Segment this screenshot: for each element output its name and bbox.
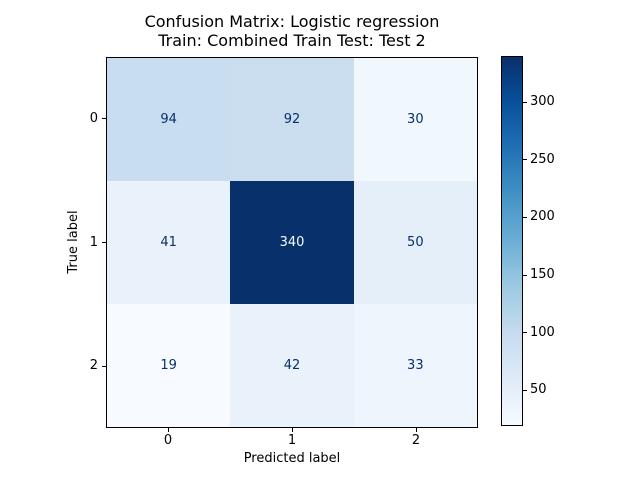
x-tick-mark-0 bbox=[167, 428, 169, 432]
chart-title-line1: Confusion Matrix: Logistic regression bbox=[144, 12, 440, 31]
matrix-cell-2-2: 33 bbox=[353, 304, 477, 427]
y-tick-label-0: 0 bbox=[89, 110, 98, 126]
x-axis-label: Predicted label bbox=[243, 451, 341, 466]
colorbar-tick-mark-200 bbox=[523, 216, 527, 218]
matrix-cell-2-1: 42 bbox=[230, 304, 354, 427]
colorbar-tick-mark-150 bbox=[523, 274, 527, 276]
colorbar-tick-label-300: 300 bbox=[530, 94, 555, 110]
x-tick-mark-1 bbox=[291, 428, 293, 432]
matrix-cell-1-0: 41 bbox=[107, 181, 231, 304]
colorbar-tick-mark-50 bbox=[523, 389, 527, 391]
plot-area: 94 92 30 41 340 50 19 42 33 bbox=[106, 57, 478, 428]
colorbar bbox=[501, 56, 523, 426]
y-tick-label-1: 1 bbox=[89, 234, 98, 250]
matrix-cell-0-2: 30 bbox=[353, 58, 477, 181]
colorbar-tick-label-200: 200 bbox=[530, 209, 555, 225]
chart-title: Confusion Matrix: Logistic regression Tr… bbox=[106, 12, 478, 50]
matrix-cell-2-0: 19 bbox=[107, 304, 231, 427]
x-tick-label-0: 0 bbox=[163, 433, 173, 448]
matrix-cell-0-0: 94 bbox=[107, 58, 231, 181]
chart-title-line2: Train: Combined Train Test: Test 2 bbox=[158, 31, 426, 50]
y-tick-mark-1 bbox=[102, 242, 106, 243]
colorbar-tick-label-50: 50 bbox=[530, 382, 547, 398]
x-tick-label-1: 1 bbox=[287, 433, 297, 448]
confusion-matrix-grid: 94 92 30 41 340 50 19 42 33 bbox=[107, 58, 477, 427]
y-tick-label-2: 2 bbox=[89, 358, 98, 374]
y-tick-mark-2 bbox=[102, 365, 106, 367]
x-tick-label-2: 2 bbox=[411, 433, 421, 448]
colorbar-tick-mark-300 bbox=[523, 101, 527, 103]
x-tick-mark-2 bbox=[415, 428, 417, 432]
y-tick-mark-0 bbox=[102, 118, 106, 120]
matrix-cell-1-2: 50 bbox=[353, 181, 477, 304]
colorbar-tick-mark-100 bbox=[523, 332, 527, 334]
matrix-cell-0-1: 92 bbox=[230, 58, 354, 181]
colorbar-tick-mark-250 bbox=[523, 159, 527, 161]
matrix-cell-1-1: 340 bbox=[230, 181, 354, 304]
colorbar-tick-label-250: 250 bbox=[530, 151, 555, 167]
colorbar-tick-label-100: 100 bbox=[530, 324, 555, 340]
colorbar-tick-label-150: 150 bbox=[530, 267, 555, 282]
